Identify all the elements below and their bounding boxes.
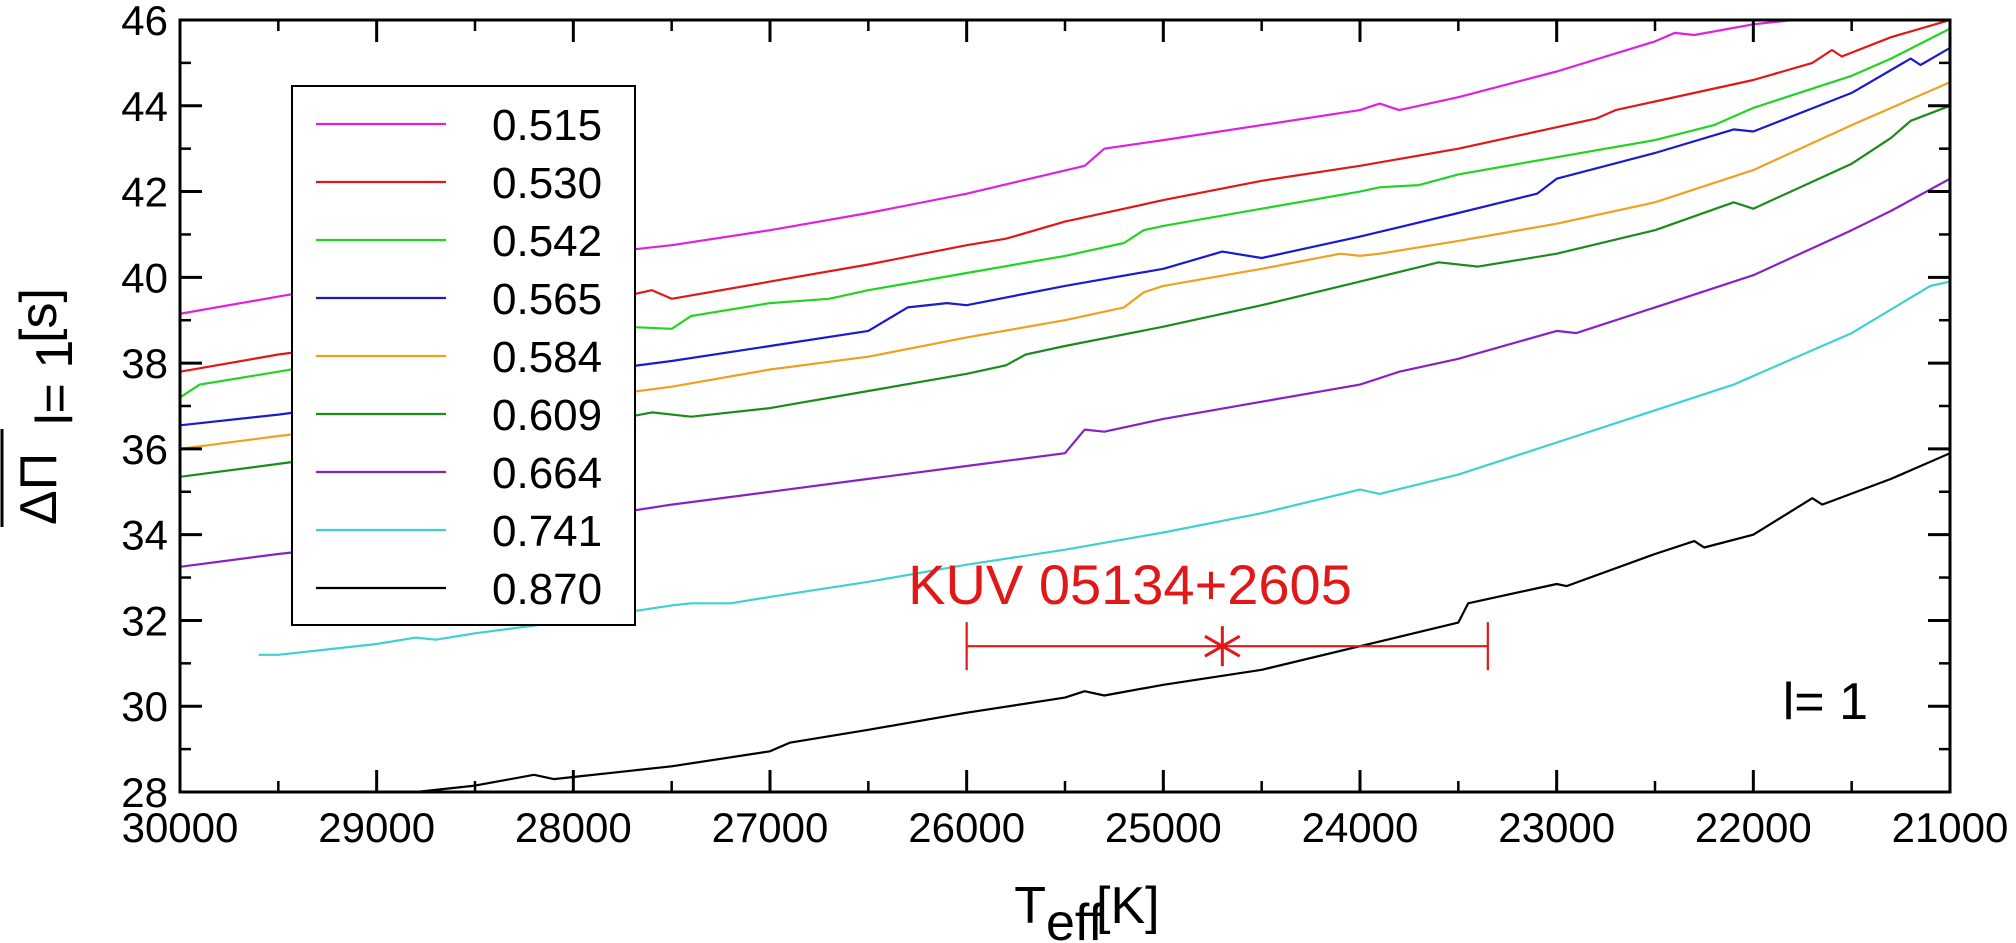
x-axis-label-unit-text: [K] [1096,877,1160,935]
y-axis-label-subscript: l= 1 [26,340,84,425]
x-tick-label: 21000 [1892,804,2009,851]
x-tick-label: 30000 [122,804,239,851]
x-axis-label-sub: eff [1046,894,1103,943]
x-tick-label: 22000 [1695,804,1812,851]
y-tick-label: 46 [121,0,168,44]
legend-label-0.542: 0.542 [492,217,602,266]
axis-ticks: 30000 29000 28000 27000 26000 25000 24000 23000… [121,0,2008,851]
legend-label-0.664: 0.664 [492,449,602,498]
degree-annotation: l= 1 [1783,673,1868,731]
legend-label-0.741: 0.741 [492,507,602,556]
x-axis-label: T [1014,877,1046,935]
x-axis-label-symbol: T [1014,877,1046,935]
legend-label-0.870: 0.870 [492,565,602,614]
y-tick-label: 36 [121,426,168,473]
x-tick-label: 23000 [1498,804,1615,851]
x-tick-label: 26000 [908,804,1025,851]
y-tick-label: 40 [121,254,168,301]
x-tick-label: 29000 [318,804,435,851]
y-axis-label-symbol: ΔΠ [10,453,68,525]
y-tick-label: 38 [121,340,168,387]
series-line-0.870 [415,452,1950,792]
legend-label-0.584: 0.584 [492,333,602,382]
y-tick-label: 44 [121,83,168,130]
x-tick-label: 27000 [712,804,829,851]
y-tick-label: 32 [121,597,168,644]
y-tick-label: 34 [121,512,168,559]
x-tick-label: 24000 [1302,804,1419,851]
asterisk-marker [1204,626,1241,667]
x-axis-label-unit: [K] [1096,877,1160,935]
y-axis-label-unit: [s] [10,288,68,343]
legend-label-0.530: 0.530 [492,159,602,208]
series-line-0.741 [258,280,1950,656]
legend-label-0.609: 0.609 [492,391,602,440]
y-tick-label: 28 [121,769,168,816]
legend-label-0.565: 0.565 [492,275,602,324]
legend-label-0.515: 0.515 [492,101,602,150]
y-axis-label: ΔΠ l= 1 [s] [0,288,84,527]
x-tick-label: 28000 [515,804,632,851]
y-tick-label: 42 [121,169,168,216]
x-axis-label-subscript: eff [1046,894,1103,943]
observed-point [965,622,1489,671]
x-tick-label: 25000 [1105,804,1222,851]
star-name-annotation: KUV 05134+2605 [908,553,1352,616]
y-tick-label: 30 [121,683,168,730]
legend: 0.515 0.530 0.542 0.565 0.584 0.609 0.664 0.741… [291,85,636,626]
